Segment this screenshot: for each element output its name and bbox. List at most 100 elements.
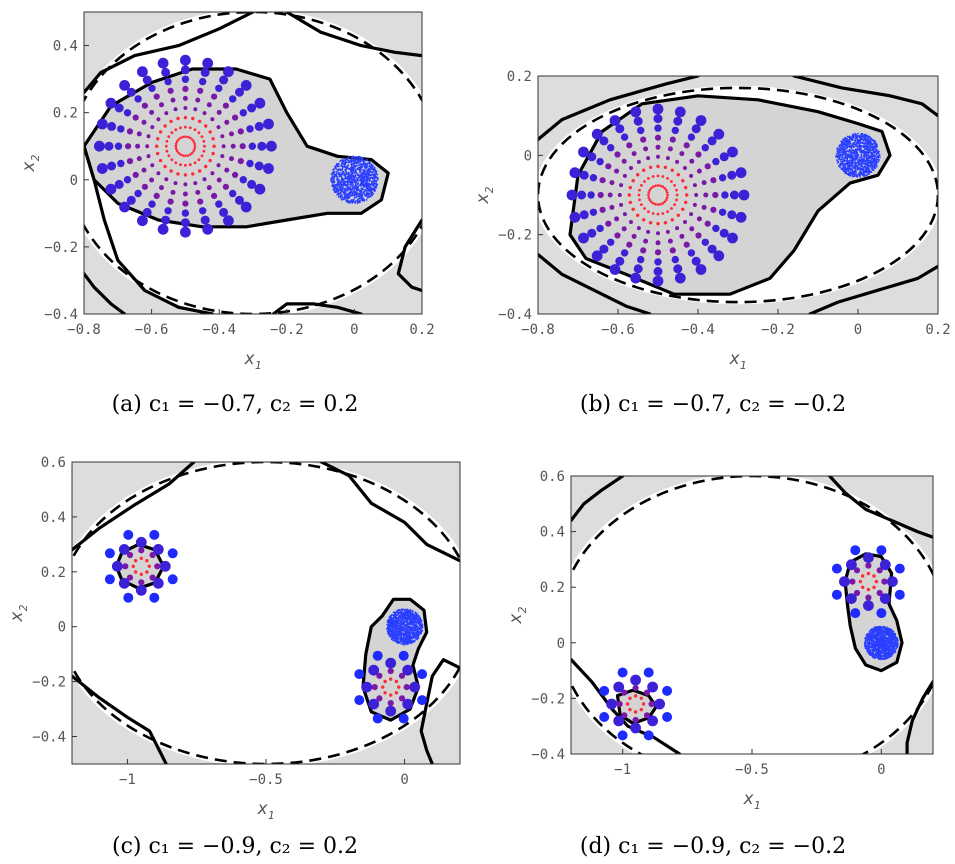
sample-point	[235, 87, 244, 97]
cloud-point	[348, 156, 350, 158]
cloud-point	[869, 641, 872, 644]
cloud-point	[860, 134, 863, 137]
cloud-point	[876, 155, 878, 158]
cloud-point	[420, 620, 423, 623]
boundary-curve-3	[419, 658, 460, 764]
sample-point	[654, 124, 662, 132]
sample-point	[654, 184, 657, 188]
sample-point	[200, 154, 204, 158]
sample-point	[692, 202, 697, 207]
cloud-point	[375, 172, 378, 175]
sample-point	[152, 544, 164, 555]
cloud-point	[842, 158, 845, 161]
cloud-point	[410, 615, 412, 618]
cloud-point	[877, 655, 880, 657]
sample-point	[206, 102, 212, 108]
cloud-point	[354, 201, 357, 204]
cloud-point	[331, 173, 334, 176]
sample-point	[679, 233, 685, 239]
cloud-point	[844, 136, 847, 139]
sample-point	[620, 133, 629, 141]
sample-point	[637, 255, 645, 264]
cloud-point	[339, 189, 342, 192]
cloud-point	[837, 164, 840, 167]
cloud-point	[347, 201, 350, 204]
sample-point	[626, 142, 633, 149]
sample-point	[182, 95, 188, 101]
cloud-point	[858, 148, 861, 151]
cloud-point	[862, 158, 864, 161]
cloud-point	[389, 629, 392, 632]
sample-point	[170, 97, 176, 103]
cloud-point	[369, 168, 371, 171]
cloud-point	[338, 165, 340, 168]
cloud-point	[409, 628, 412, 631]
sample-point	[665, 191, 669, 194]
cloud-point	[895, 639, 897, 641]
cloud-point	[856, 148, 859, 151]
sample-point	[145, 570, 149, 574]
x-tick-label: −0.8	[521, 322, 555, 338]
cloud-point	[856, 152, 859, 155]
cloud-point	[406, 619, 409, 622]
y-tick-label: −0.2	[32, 675, 66, 691]
sample-point	[96, 118, 108, 130]
cloud-point	[355, 195, 358, 197]
sample-point	[651, 212, 655, 215]
cloud-point	[351, 193, 354, 196]
cloud-point	[868, 168, 871, 171]
cloud-point	[350, 176, 353, 179]
sample-point	[105, 97, 117, 109]
boundary-curve-2	[72, 674, 168, 764]
cloud-point	[370, 190, 372, 192]
cloud-point	[865, 139, 868, 142]
cloud-point	[403, 639, 405, 642]
sample-point	[154, 563, 161, 570]
cloud-point	[862, 155, 865, 158]
sample-point	[215, 84, 223, 93]
x-tick-label: −0.6	[601, 322, 635, 338]
sample-point	[105, 183, 117, 195]
cloud-point	[350, 180, 353, 183]
sample-point	[707, 244, 717, 254]
sample-point	[713, 250, 725, 262]
sample-point	[200, 215, 210, 225]
sample-point	[719, 228, 729, 238]
equilibrium-star-0	[566, 103, 750, 287]
sample-point	[202, 57, 214, 69]
cloud-point	[406, 611, 409, 613]
sample-point	[389, 677, 393, 681]
cloud-point	[867, 648, 869, 650]
cloud-point	[332, 188, 335, 191]
sample-point	[665, 196, 669, 199]
cloud-point	[389, 625, 391, 627]
cloud-point	[346, 183, 349, 186]
cloud-point	[872, 655, 875, 658]
sample-point	[153, 93, 160, 100]
plot-area	[571, 476, 933, 754]
cloud-point	[894, 651, 897, 653]
sample-point	[671, 126, 679, 135]
cloud-point	[396, 641, 399, 643]
cloud-point	[866, 162, 869, 165]
sample-point	[701, 204, 707, 210]
cloud-point	[867, 142, 870, 144]
cloud-point	[330, 177, 333, 180]
x-tick-label: −0.5	[249, 772, 283, 788]
sample-point	[126, 551, 134, 559]
sample-point	[183, 173, 188, 177]
sample-point	[182, 85, 189, 92]
cloud-point	[872, 151, 874, 154]
cloud-point	[873, 155, 876, 158]
cloud-point	[389, 615, 391, 618]
sample-point	[643, 146, 649, 152]
cloud-point	[857, 159, 860, 162]
sample-point	[695, 151, 702, 158]
cloud-point	[864, 637, 867, 640]
sample-point	[181, 75, 190, 84]
boundary-curve-3	[905, 680, 933, 754]
sample-point	[216, 125, 221, 130]
cloud-point	[893, 649, 896, 652]
cloud-point	[877, 649, 880, 652]
cloud-point	[354, 183, 357, 186]
